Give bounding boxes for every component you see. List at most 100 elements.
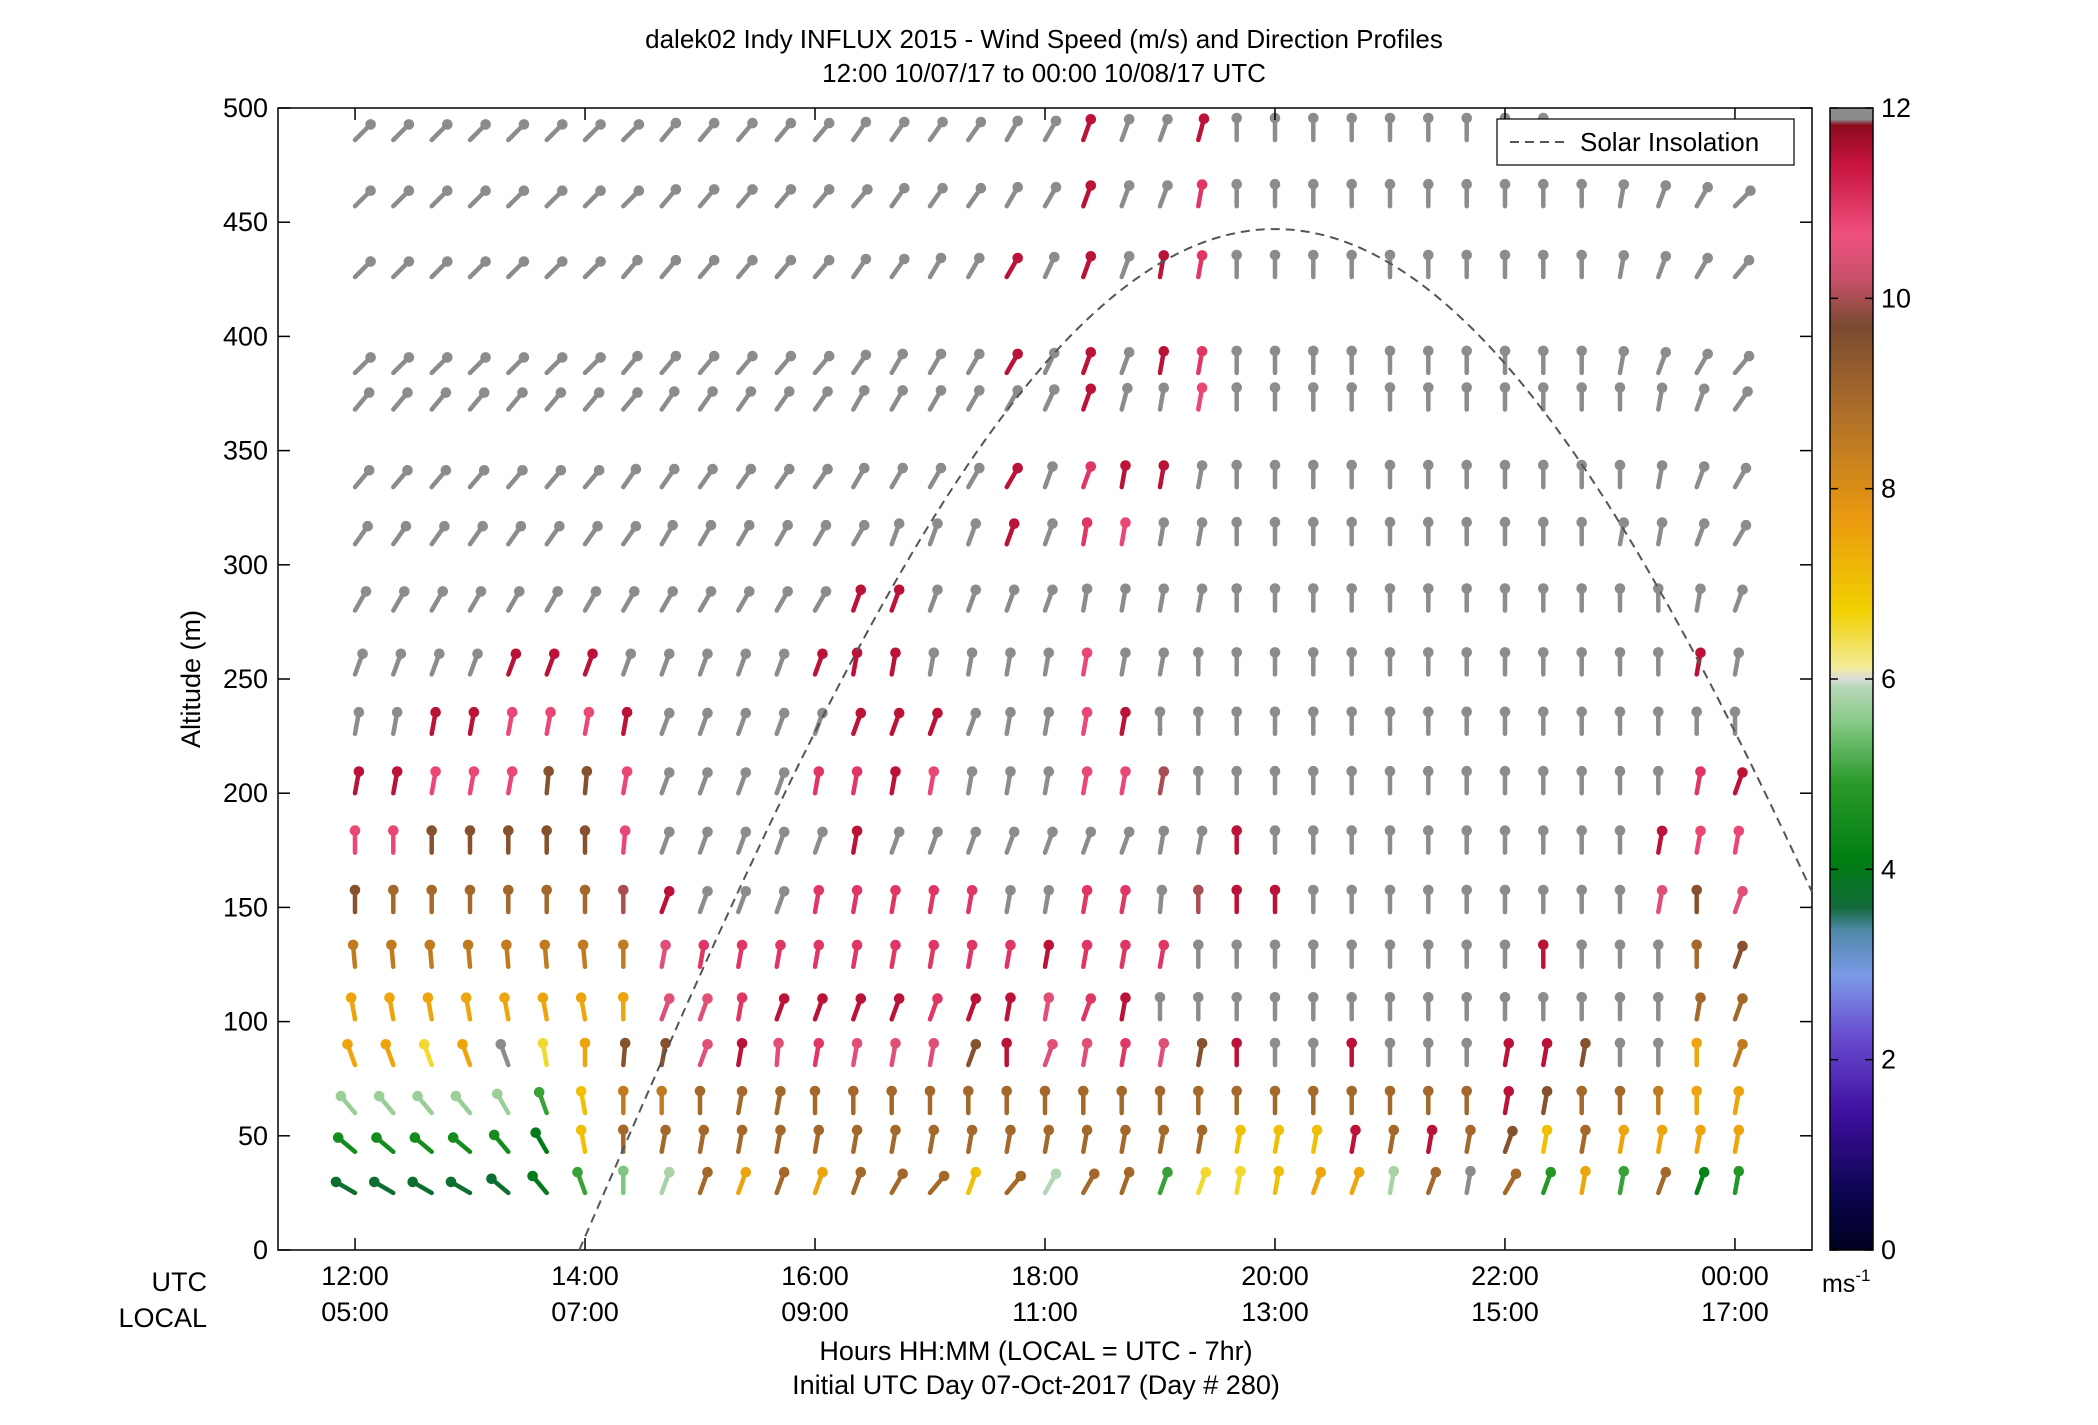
wind-barb xyxy=(886,1085,897,1116)
wind-barb-dot xyxy=(1698,1166,1710,1178)
wind-barb xyxy=(736,886,752,915)
wind-barb xyxy=(1499,249,1511,280)
wind-barb xyxy=(619,1037,631,1068)
wind-barb-dot xyxy=(1653,1037,1664,1049)
wind-barb xyxy=(445,1176,473,1196)
wind-barb xyxy=(889,116,910,143)
wind-barb xyxy=(774,586,793,613)
wind-barb-dot xyxy=(890,1038,901,1049)
wind-barb-dot xyxy=(1269,706,1281,718)
wind-barb-dot xyxy=(1499,249,1511,261)
wind-barb-dot xyxy=(581,766,593,777)
wind-barb-dot xyxy=(1123,347,1135,358)
chart-title: dalek02 Indy INFLUX 2015 - Wind Speed (m… xyxy=(645,24,1443,54)
wind-barb-dot xyxy=(785,117,797,129)
wind-barb-dot xyxy=(1384,249,1396,261)
wind-barb xyxy=(1732,584,1748,613)
wind-barb xyxy=(582,586,602,613)
wind-barb xyxy=(851,825,863,855)
wind-barb xyxy=(1042,647,1055,677)
wind-barb-dot xyxy=(1158,583,1170,595)
wind-barb-dot xyxy=(1196,1124,1208,1136)
wind-barb xyxy=(424,939,436,970)
wind-barb xyxy=(1193,884,1204,915)
wind-barb-dot xyxy=(970,826,982,838)
wind-barb xyxy=(429,119,453,143)
wind-barb xyxy=(812,993,828,1022)
wind-barb-dot xyxy=(1123,180,1135,191)
wind-barb-dot xyxy=(1423,706,1434,718)
wind-barb xyxy=(1157,647,1170,677)
wind-barb-dot xyxy=(1193,992,1204,1003)
wind-barb-dot xyxy=(464,884,476,896)
wind-barb-dot xyxy=(1740,519,1752,531)
wind-barb xyxy=(1617,250,1630,280)
wind-barb xyxy=(1269,345,1281,376)
wind-barb-dot xyxy=(1461,884,1472,896)
wind-barb xyxy=(1157,180,1173,209)
wind-barb-dot xyxy=(1461,765,1472,777)
wind-barb-dot xyxy=(478,387,490,398)
wind-barb xyxy=(582,185,606,209)
wind-barb-dot xyxy=(365,256,376,267)
wind-barb-dot xyxy=(434,648,445,660)
wind-barb xyxy=(1464,1124,1476,1155)
wind-barb xyxy=(1346,647,1357,677)
wind-barb xyxy=(1308,1085,1319,1116)
wind-barb xyxy=(450,1090,473,1116)
wind-barb-dot xyxy=(1273,1124,1285,1136)
wind-barb-dot xyxy=(549,648,560,660)
wind-barb xyxy=(812,184,835,209)
wind-barb xyxy=(1541,1166,1557,1196)
wind-barb-dot xyxy=(1089,1168,1100,1180)
wind-barb xyxy=(1308,382,1319,412)
wind-barb xyxy=(391,648,407,677)
wind-barb xyxy=(429,256,453,280)
wind-barb xyxy=(1154,706,1166,737)
wind-barb-dot xyxy=(1653,706,1664,718)
wind-barb-dot xyxy=(862,184,873,195)
wind-barb xyxy=(1231,706,1242,737)
wind-barb-dot xyxy=(813,1038,825,1049)
wind-barb xyxy=(1116,1085,1127,1116)
wind-barb xyxy=(1614,647,1626,677)
y-tick-label: 200 xyxy=(223,778,268,808)
wind-barb-dot xyxy=(1388,1124,1400,1136)
wind-barb xyxy=(1154,1085,1166,1116)
wind-barb xyxy=(697,350,720,376)
colorbar-tick-label: 8 xyxy=(1881,474,1896,504)
wind-barb xyxy=(1538,345,1549,376)
x-tick-label-local: 11:00 xyxy=(1012,1297,1078,1327)
wind-barb-dot xyxy=(1231,112,1242,124)
wind-barb-dot xyxy=(966,939,978,951)
wind-barb xyxy=(1384,1085,1396,1116)
wind-barb-dot xyxy=(1196,460,1208,471)
wind-barb xyxy=(812,1166,828,1196)
wind-barb xyxy=(812,1124,825,1155)
wind-barb xyxy=(659,254,682,280)
wind-barb-dot xyxy=(1346,1037,1357,1049)
wind-barb-dot xyxy=(577,939,589,951)
wind-barb xyxy=(966,939,978,970)
wind-barb-dot xyxy=(1503,1086,1515,1097)
wind-barb xyxy=(927,1038,940,1068)
x-axis-label-line2: Initial UTC Day 07-Oct-2017 (Day # 280) xyxy=(792,1370,1280,1400)
wind-barb-dot xyxy=(785,350,797,362)
wind-barb-dot xyxy=(1733,1124,1745,1136)
wind-barb-dot xyxy=(1461,939,1472,951)
wind-barb-dot xyxy=(424,939,436,951)
wind-barb xyxy=(889,647,901,677)
wind-barb xyxy=(1461,647,1472,677)
wind-barb xyxy=(1081,517,1093,547)
wind-barb-dot xyxy=(1737,767,1748,778)
wind-barb-dot xyxy=(740,707,752,719)
wind-barb-dot xyxy=(503,884,514,896)
wind-barb-dot xyxy=(928,647,940,659)
wind-barb xyxy=(1461,1037,1472,1068)
wind-barb xyxy=(1461,884,1472,915)
wind-barb-dot xyxy=(1384,516,1396,528)
wind-barb xyxy=(533,1087,549,1116)
wind-barb-dot xyxy=(744,586,755,597)
wind-barb-dot xyxy=(736,992,748,1003)
wind-barb xyxy=(1157,583,1170,613)
